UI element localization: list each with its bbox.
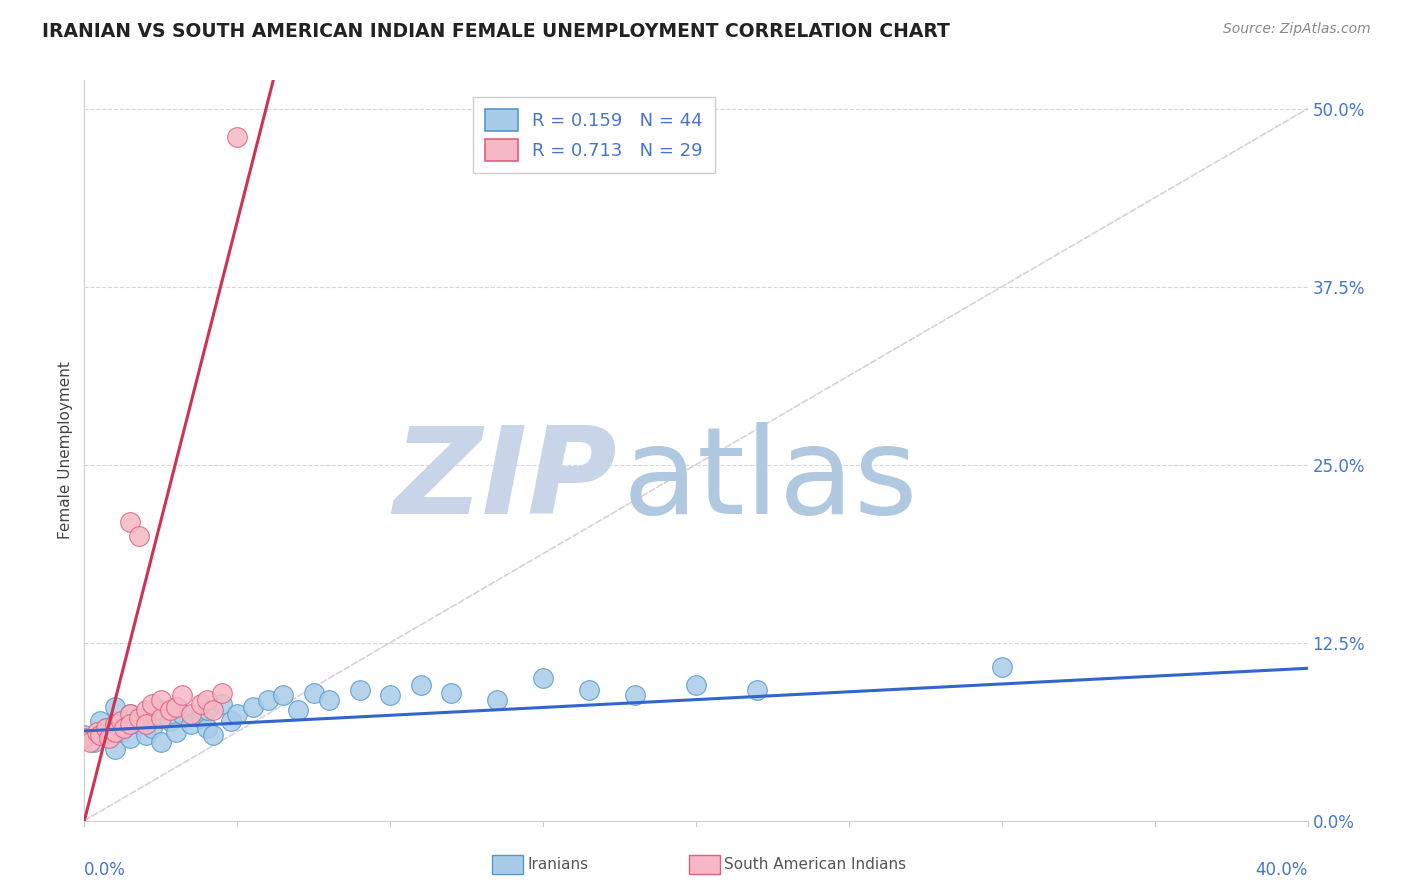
Point (531, 671, 554, 685)
Point (201, 703, 224, 717)
Point (135, 703, 157, 717)
Point (89, 714, 111, 728)
Point (165, 699, 187, 714)
Text: 0.0%: 0.0% (84, 861, 127, 879)
Point (120, 706, 142, 721)
Point (165, 725, 187, 739)
Point (180, 706, 202, 721)
Point (195, 703, 218, 717)
Text: Iranians: Iranians (527, 857, 588, 871)
Point (201, 728, 224, 742)
Point (242, 699, 264, 714)
Point (165, 699, 187, 714)
Point (104, 742, 127, 756)
Y-axis label: Female Unemployment: Female Unemployment (58, 361, 73, 540)
Point (226, 706, 249, 721)
Point (211, 685, 233, 699)
Point (141, 721, 163, 735)
Point (104, 699, 127, 714)
Point (94, 721, 117, 735)
Point (195, 721, 218, 735)
Point (486, 692, 509, 706)
Point (89, 728, 111, 742)
Point (685, 678, 707, 692)
Point (190, 711, 212, 725)
Point (83, 735, 105, 749)
Point (135, 711, 157, 725)
Point (149, 692, 172, 706)
Point (302, 685, 325, 699)
Point (135, 716, 157, 731)
Point (112, 721, 135, 735)
Text: IRANIAN VS SOUTH AMERICAN INDIAN FEMALE UNEMPLOYMENT CORRELATION CHART: IRANIAN VS SOUTH AMERICAN INDIAN FEMALE … (42, 22, 950, 41)
Point (578, 682, 600, 697)
Point (226, 130, 249, 145)
Point (747, 682, 769, 697)
Point (318, 692, 340, 706)
Point (190, 697, 212, 711)
Point (440, 685, 463, 699)
Point (172, 706, 194, 721)
Point (991, 660, 1014, 674)
Point (104, 716, 127, 731)
Text: 40.0%: 40.0% (1256, 861, 1308, 879)
Point (271, 689, 294, 703)
Point (141, 697, 163, 711)
Point (110, 725, 132, 739)
Point (149, 703, 172, 717)
Point (128, 529, 150, 543)
Point (94, 721, 117, 735)
Point (128, 711, 150, 725)
Point (128, 716, 150, 731)
Point (287, 703, 309, 717)
Point (149, 735, 172, 749)
Point (180, 716, 202, 731)
Point (149, 711, 172, 725)
Point (120, 716, 142, 731)
Text: Source: ZipAtlas.com: Source: ZipAtlas.com (1223, 22, 1371, 37)
Point (120, 731, 142, 745)
Point (79, 735, 101, 749)
Text: South American Indians: South American Indians (724, 857, 907, 871)
Point (624, 689, 647, 703)
Legend: R = 0.159   N = 44, R = 0.713   N = 29: R = 0.159 N = 44, R = 0.713 N = 29 (472, 96, 716, 173)
Point (97, 731, 120, 745)
Text: ZIP: ZIP (392, 422, 616, 539)
Point (110, 714, 132, 728)
Point (135, 728, 157, 742)
Point (409, 678, 432, 692)
Point (257, 692, 280, 706)
Point (172, 689, 194, 703)
Point (104, 725, 127, 739)
Point (159, 703, 181, 717)
Point (195, 692, 218, 706)
Point (219, 714, 242, 728)
Point (73, 731, 96, 745)
Point (159, 714, 181, 728)
Point (73, 728, 96, 742)
Point (349, 682, 371, 697)
Point (380, 689, 402, 703)
Point (120, 706, 142, 721)
Point (211, 697, 233, 711)
Text: atlas: atlas (623, 422, 918, 539)
Point (120, 515, 142, 529)
Point (86, 725, 108, 739)
